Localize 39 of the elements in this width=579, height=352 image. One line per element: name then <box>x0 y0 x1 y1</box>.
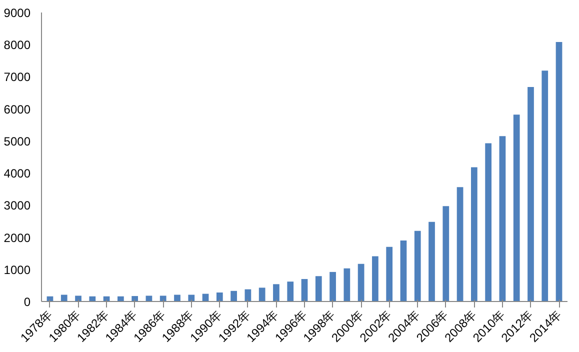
bar <box>160 296 166 302</box>
bar <box>315 276 322 302</box>
bar <box>470 167 478 302</box>
bar <box>273 284 280 302</box>
bar <box>258 288 266 302</box>
y-tick-label: 2000 <box>4 230 31 245</box>
y-tick-label: 0 <box>24 295 31 309</box>
bar <box>174 294 180 302</box>
bar <box>542 70 548 302</box>
y-tick-label: 3000 <box>4 198 31 213</box>
bar <box>330 272 336 302</box>
bar <box>372 256 378 302</box>
bar <box>146 296 152 302</box>
bar <box>216 292 223 302</box>
bar <box>499 136 506 302</box>
bar <box>528 87 534 302</box>
bar <box>75 296 82 302</box>
bar <box>414 230 421 302</box>
bar <box>428 222 435 302</box>
bar <box>556 42 562 302</box>
bar <box>230 290 237 302</box>
y-tick-label: 5000 <box>4 134 31 148</box>
y-tick-label: 9000 <box>4 6 31 20</box>
bar <box>442 206 450 302</box>
bar <box>301 279 308 302</box>
y-tick-label: 1000 <box>4 262 31 277</box>
bar <box>513 114 520 302</box>
bar <box>358 264 364 302</box>
bar <box>485 143 492 302</box>
y-tick-label: 6000 <box>4 102 31 116</box>
bar <box>386 246 393 302</box>
bar <box>60 294 68 302</box>
y-tick-label: 7000 <box>4 70 31 84</box>
y-tick-label: 8000 <box>4 38 31 52</box>
bar <box>456 187 464 302</box>
bar <box>400 240 407 302</box>
bar <box>344 268 350 302</box>
y-tick-label: 4000 <box>4 166 31 181</box>
bar <box>287 282 294 302</box>
